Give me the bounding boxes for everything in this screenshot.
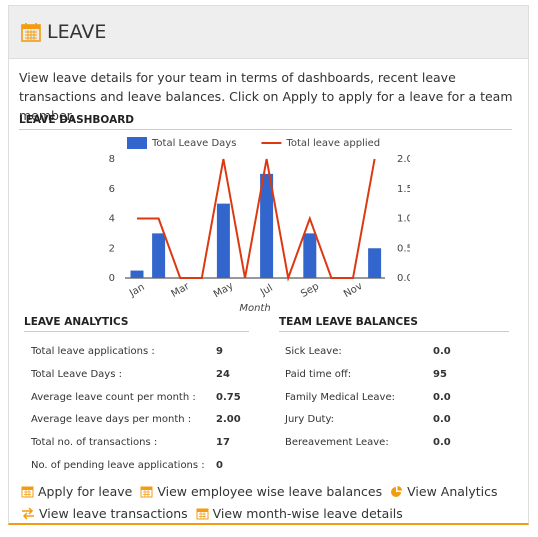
bar — [368, 248, 382, 278]
calendar-icon — [21, 23, 41, 42]
x-axis-label: Month — [239, 303, 270, 314]
stat-value: 0 — [216, 460, 223, 471]
y-tick-label: 6 — [109, 184, 115, 195]
link-row: Apply for leave View employee wise leave… — [21, 484, 506, 499]
stat-value: 9 — [216, 346, 223, 357]
header-title: LEAVE — [47, 21, 107, 43]
bar — [260, 173, 274, 278]
link[interactable]: View employee wise leave balances — [157, 484, 383, 499]
stat-value: 0.75 — [216, 391, 241, 403]
header: LEAVE — [9, 6, 528, 59]
stat-label: Total no. of transactions : — [31, 437, 158, 449]
link[interactable]: View month-wise leave details — [212, 506, 403, 521]
leave-panel: LEAVE View leave details for your team i… — [8, 5, 529, 525]
x-tick-label: Mar — [170, 281, 193, 300]
bar — [152, 233, 166, 278]
stat-value: 24 — [216, 368, 230, 380]
stat-label: Average leave days per month : — [31, 414, 192, 426]
calendar-icon — [196, 508, 209, 520]
x-tick-label: May — [212, 280, 235, 300]
chart: 0 2 4 6 8 0.0 0.5 1.0 1.5 2.0 Jan Mar May Jul Sep Nov Mo… — [109, 137, 410, 314]
y2-tick-label: 0.5 — [397, 243, 410, 254]
stat-label: Family Medical Leave: — [285, 391, 395, 403]
stat-label: Total leave applications : — [31, 346, 155, 357]
y-tick-label: 4 — [109, 214, 115, 225]
stat-value: 0.0 — [433, 391, 451, 403]
pie-icon — [391, 486, 403, 497]
x-tick-label: Jul — [258, 283, 275, 299]
y-tick-label: 2 — [109, 243, 115, 254]
y-tick-label: 8 — [109, 154, 115, 165]
legend-label: Total leave applied — [285, 138, 380, 149]
x-tick-label: Sep — [299, 281, 321, 300]
legend-swatch — [127, 137, 147, 149]
stat-value: 0.0 — [433, 414, 451, 426]
line — [137, 158, 376, 282]
x-tick-label: Nov — [342, 281, 364, 300]
stat-value: 0.0 — [433, 346, 451, 357]
calendar-icon — [140, 486, 153, 498]
stat-label: Sick Leave: — [285, 346, 342, 357]
link[interactable]: View leave transactions — [39, 506, 188, 521]
stat-label: Average leave count per month : — [31, 391, 196, 403]
stat-label: Paid time off: — [285, 368, 352, 380]
y2-tick-label: 2.0 — [397, 154, 410, 165]
calendar-icon — [21, 486, 34, 498]
stat-label: Jury Duty: — [285, 414, 335, 426]
analytics-title: LEAVE ANALYTICS — [24, 316, 249, 332]
stat-value: 95 — [433, 368, 447, 380]
link-row: View leave transactions View month-wise … — [21, 506, 411, 521]
balances-title: TEAM LEAVE BALANCES — [279, 316, 509, 332]
link[interactable]: Apply for leave — [38, 484, 133, 499]
stat-label: Total Leave Days : — [31, 368, 122, 380]
legend-label: Total Leave Days — [151, 138, 236, 149]
stat-label: Bereavement Leave: — [285, 437, 389, 449]
y-tick-label: 0 — [109, 273, 115, 284]
exchange-icon — [22, 507, 34, 520]
y2-tick-label: 0.0 — [397, 273, 410, 284]
y2-tick-label: 1.5 — [397, 184, 410, 195]
link[interactable]: View Analytics — [407, 484, 498, 499]
bar — [216, 203, 230, 278]
dashboard-title: LEAVE DASHBOARD — [19, 114, 512, 130]
bar — [303, 233, 317, 278]
x-tick-label: Jan — [127, 282, 147, 300]
y2-tick-label: 1.0 — [397, 214, 410, 225]
stat-value: 17 — [216, 437, 230, 449]
bar — [130, 270, 144, 278]
description: View leave details for your team in term… — [19, 70, 513, 123]
stat-value: 2.00 — [216, 414, 241, 426]
stat-label: No. of pending leave applications : — [31, 460, 205, 471]
stat-value: 0.0 — [433, 437, 451, 449]
